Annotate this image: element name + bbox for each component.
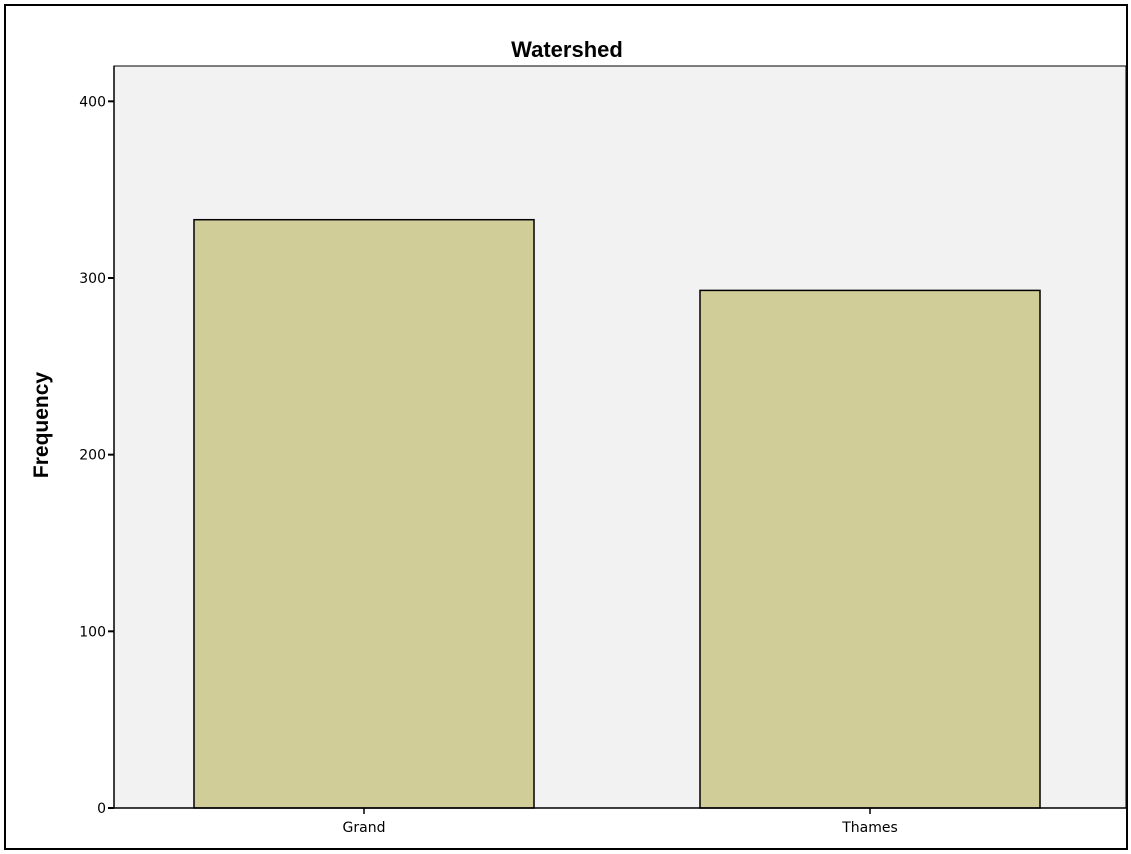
y-tick-label: 100 bbox=[79, 624, 106, 640]
bar-thames bbox=[700, 290, 1040, 808]
y-tick-label: 300 bbox=[79, 271, 106, 287]
chart-title: Watershed bbox=[511, 37, 623, 62]
y-axis-label: Frequency bbox=[30, 372, 53, 479]
chart-frame: Watershed Grand Thames 0 100 200 300 400 Freq… bbox=[4, 4, 1128, 850]
x-tick-label: Grand bbox=[343, 820, 386, 836]
y-tick-label: 0 bbox=[97, 801, 106, 817]
y-tick-label: 200 bbox=[79, 448, 106, 464]
x-tick-label: Thames bbox=[841, 820, 898, 836]
bar-grand bbox=[194, 220, 534, 808]
bar-chart: Watershed Grand Thames 0 100 200 300 400 Freq… bbox=[6, 6, 1126, 848]
y-tick-label: 400 bbox=[79, 94, 106, 110]
